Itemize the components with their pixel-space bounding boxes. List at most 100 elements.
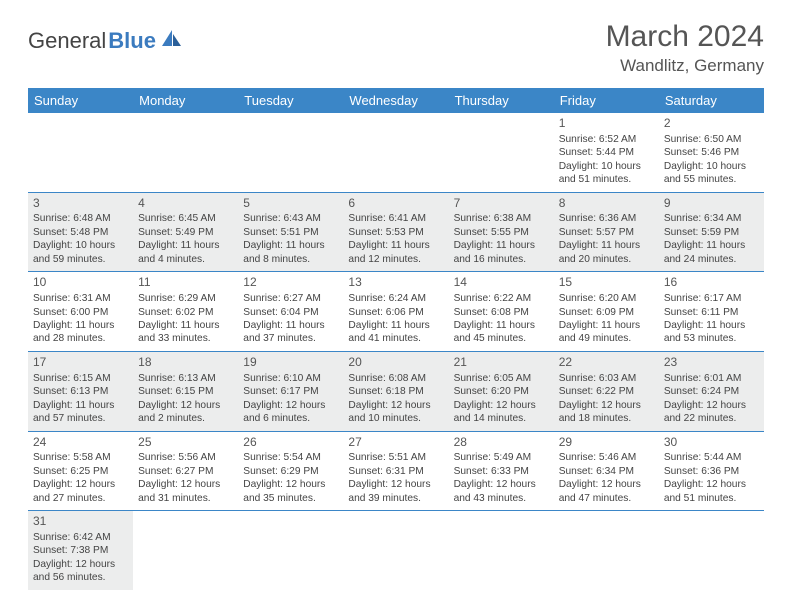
sunrise-line: Sunrise: 5:46 AM (559, 451, 654, 464)
day-number: 3 (33, 196, 128, 212)
logo-text-1: General (28, 28, 106, 54)
day-number: 28 (454, 435, 549, 451)
sunset-line: Sunset: 6:06 PM (348, 306, 443, 319)
sunrise-line: Sunrise: 6:03 AM (559, 372, 654, 385)
daylight-line: Daylight: 11 hours and 12 minutes. (348, 239, 443, 266)
calendar-empty (343, 511, 448, 590)
daylight-line: Daylight: 11 hours and 45 minutes. (454, 319, 549, 346)
sunset-line: Sunset: 6:17 PM (243, 385, 338, 398)
calendar-day: 31Sunrise: 6:42 AMSunset: 7:38 PMDayligh… (28, 511, 133, 590)
sunset-line: Sunset: 6:24 PM (664, 385, 759, 398)
day-header: Sunday (28, 88, 133, 113)
calendar-table: SundayMondayTuesdayWednesdayThursdayFrid… (28, 88, 764, 590)
daylight-line: Daylight: 12 hours and 39 minutes. (348, 478, 443, 505)
calendar-day: 30Sunrise: 5:44 AMSunset: 6:36 PMDayligh… (659, 431, 764, 511)
sunset-line: Sunset: 5:57 PM (559, 226, 654, 239)
calendar-day: 11Sunrise: 6:29 AMSunset: 6:02 PMDayligh… (133, 272, 238, 352)
daylight-line: Daylight: 11 hours and 37 minutes. (243, 319, 338, 346)
day-number: 11 (138, 275, 233, 291)
day-number: 15 (559, 275, 654, 291)
sunrise-line: Sunrise: 6:20 AM (559, 292, 654, 305)
sunrise-line: Sunrise: 6:29 AM (138, 292, 233, 305)
calendar-day: 18Sunrise: 6:13 AMSunset: 6:15 PMDayligh… (133, 351, 238, 431)
sunset-line: Sunset: 5:51 PM (243, 226, 338, 239)
calendar-day: 3Sunrise: 6:48 AMSunset: 5:48 PMDaylight… (28, 192, 133, 272)
sunrise-line: Sunrise: 6:52 AM (559, 133, 654, 146)
day-number: 9 (664, 196, 759, 212)
sunset-line: Sunset: 6:13 PM (33, 385, 128, 398)
day-number: 23 (664, 355, 759, 371)
day-number: 20 (348, 355, 443, 371)
sunrise-line: Sunrise: 5:56 AM (138, 451, 233, 464)
calendar-day: 14Sunrise: 6:22 AMSunset: 6:08 PMDayligh… (449, 272, 554, 352)
sunset-line: Sunset: 7:38 PM (33, 544, 128, 557)
daylight-line: Daylight: 12 hours and 18 minutes. (559, 399, 654, 426)
logo-text-2: Blue (108, 28, 156, 54)
month-title: March 2024 (606, 20, 764, 54)
day-number: 21 (454, 355, 549, 371)
calendar-week: 10Sunrise: 6:31 AMSunset: 6:00 PMDayligh… (28, 272, 764, 352)
day-number: 4 (138, 196, 233, 212)
sunset-line: Sunset: 6:22 PM (559, 385, 654, 398)
daylight-line: Daylight: 12 hours and 2 minutes. (138, 399, 233, 426)
sunset-line: Sunset: 5:55 PM (454, 226, 549, 239)
calendar-body: 1Sunrise: 6:52 AMSunset: 5:44 PMDaylight… (28, 113, 764, 590)
day-number: 2 (664, 116, 759, 132)
logo: GeneralBlue (28, 28, 183, 54)
calendar-empty (238, 511, 343, 590)
sunset-line: Sunset: 6:09 PM (559, 306, 654, 319)
sunset-line: Sunset: 5:59 PM (664, 226, 759, 239)
calendar-week: 17Sunrise: 6:15 AMSunset: 6:13 PMDayligh… (28, 351, 764, 431)
day-number: 10 (33, 275, 128, 291)
day-number: 22 (559, 355, 654, 371)
calendar-day: 15Sunrise: 6:20 AMSunset: 6:09 PMDayligh… (554, 272, 659, 352)
calendar-empty (449, 113, 554, 192)
calendar-week: 1Sunrise: 6:52 AMSunset: 5:44 PMDaylight… (28, 113, 764, 192)
calendar-day: 10Sunrise: 6:31 AMSunset: 6:00 PMDayligh… (28, 272, 133, 352)
day-number: 26 (243, 435, 338, 451)
daylight-line: Daylight: 11 hours and 20 minutes. (559, 239, 654, 266)
daylight-line: Daylight: 11 hours and 53 minutes. (664, 319, 759, 346)
calendar-day: 17Sunrise: 6:15 AMSunset: 6:13 PMDayligh… (28, 351, 133, 431)
daylight-line: Daylight: 11 hours and 41 minutes. (348, 319, 443, 346)
logo-sail-icon (161, 29, 183, 47)
calendar-week: 24Sunrise: 5:58 AMSunset: 6:25 PMDayligh… (28, 431, 764, 511)
calendar-empty (28, 113, 133, 192)
calendar-empty (238, 113, 343, 192)
calendar-day: 28Sunrise: 5:49 AMSunset: 6:33 PMDayligh… (449, 431, 554, 511)
daylight-line: Daylight: 11 hours and 33 minutes. (138, 319, 233, 346)
sunrise-line: Sunrise: 6:50 AM (664, 133, 759, 146)
calendar-empty (554, 511, 659, 590)
calendar-day: 24Sunrise: 5:58 AMSunset: 6:25 PMDayligh… (28, 431, 133, 511)
sunset-line: Sunset: 6:11 PM (664, 306, 759, 319)
day-number: 31 (33, 514, 128, 530)
calendar-empty (659, 511, 764, 590)
sunset-line: Sunset: 6:36 PM (664, 465, 759, 478)
calendar-week: 31Sunrise: 6:42 AMSunset: 7:38 PMDayligh… (28, 511, 764, 590)
sunset-line: Sunset: 6:20 PM (454, 385, 549, 398)
day-number: 19 (243, 355, 338, 371)
sunrise-line: Sunrise: 6:48 AM (33, 212, 128, 225)
sunset-line: Sunset: 6:27 PM (138, 465, 233, 478)
calendar-day: 9Sunrise: 6:34 AMSunset: 5:59 PMDaylight… (659, 192, 764, 272)
day-number: 12 (243, 275, 338, 291)
sunset-line: Sunset: 6:02 PM (138, 306, 233, 319)
calendar-day: 26Sunrise: 5:54 AMSunset: 6:29 PMDayligh… (238, 431, 343, 511)
sunset-line: Sunset: 6:33 PM (454, 465, 549, 478)
daylight-line: Daylight: 12 hours and 43 minutes. (454, 478, 549, 505)
day-number: 25 (138, 435, 233, 451)
sunset-line: Sunset: 5:46 PM (664, 146, 759, 159)
sunrise-line: Sunrise: 6:24 AM (348, 292, 443, 305)
sunrise-line: Sunrise: 6:38 AM (454, 212, 549, 225)
calendar-day: 20Sunrise: 6:08 AMSunset: 6:18 PMDayligh… (343, 351, 448, 431)
day-number: 18 (138, 355, 233, 371)
sunrise-line: Sunrise: 5:44 AM (664, 451, 759, 464)
daylight-line: Daylight: 11 hours and 49 minutes. (559, 319, 654, 346)
calendar-day: 23Sunrise: 6:01 AMSunset: 6:24 PMDayligh… (659, 351, 764, 431)
daylight-line: Daylight: 12 hours and 31 minutes. (138, 478, 233, 505)
sunrise-line: Sunrise: 6:22 AM (454, 292, 549, 305)
day-header: Saturday (659, 88, 764, 113)
calendar-empty (449, 511, 554, 590)
sunset-line: Sunset: 6:25 PM (33, 465, 128, 478)
daylight-line: Daylight: 10 hours and 59 minutes. (33, 239, 128, 266)
